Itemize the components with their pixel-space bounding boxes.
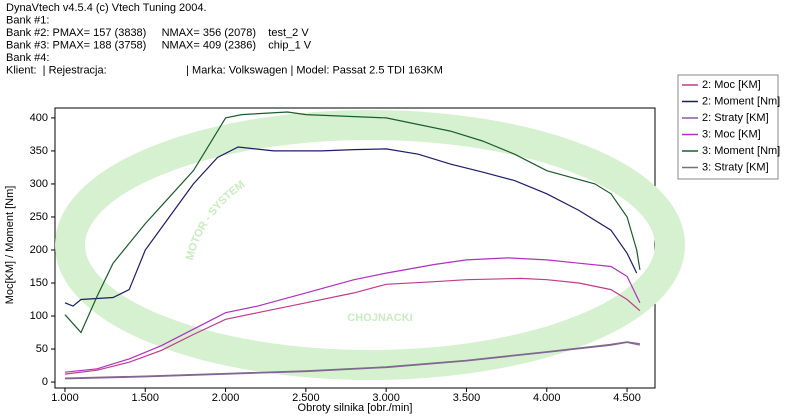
series-line (64, 257, 641, 373)
watermark-text: CHOJNACKI (347, 312, 412, 324)
legend-label: 2: Straty [KM] (702, 112, 769, 124)
series-line (64, 146, 638, 307)
y-tick-label: 250 (30, 211, 48, 223)
y-tick-label: 0 (42, 376, 48, 388)
legend-label: 2: Moc [KM] (702, 79, 761, 91)
legend-label: 3: Moc [KM] (702, 128, 761, 140)
y-tick-label: 400 (30, 112, 48, 124)
series-line (64, 111, 641, 334)
y-tick-label: 350 (30, 145, 48, 157)
x-axis-label: Obroty silnika [obr./min] (298, 402, 413, 414)
x-tick-label: 3.000 (372, 392, 400, 404)
x-tick-label: 4.500 (613, 392, 641, 404)
series-line (64, 277, 641, 375)
x-tick-label: 1.500 (131, 392, 159, 404)
x-tick-label: 2.000 (212, 392, 240, 404)
y-tick-label: 150 (30, 277, 48, 289)
x-tick-label: 2.500 (292, 392, 320, 404)
x-tick-label: 4.000 (533, 392, 561, 404)
header-line: DynaVtech v4.5.4 (c) Vtech Tuning 2004. (6, 2, 207, 14)
watermark-ring (55, 110, 685, 380)
x-tick-label: 1.000 (51, 392, 79, 404)
y-tick-label: 200 (30, 244, 48, 256)
legend-box (677, 74, 779, 180)
header-line: Bank #1: (6, 14, 49, 26)
header-line: Bank #4: (6, 52, 49, 64)
y-tick-label: 50 (36, 343, 48, 355)
header-line: Bank #3: PMAX= 188 (3758) NMAX= 409 (238… (6, 39, 312, 51)
y-axis-label: Moc[KM] / Moment [Nm] (4, 186, 16, 305)
x-tick-label: 3.500 (453, 392, 481, 404)
series-line (64, 341, 640, 379)
legend-label: 2: Moment [Nm] (702, 95, 780, 107)
legend-label: 3: Moment [Nm] (702, 145, 780, 157)
legend-label: 3: Straty [KM] (702, 161, 769, 173)
y-tick-label: 100 (30, 310, 48, 322)
y-tick-label: 300 (30, 178, 48, 190)
header-line: Bank #2: PMAX= 157 (3838) NMAX= 356 (207… (6, 27, 309, 39)
header-line: Klient: | Rejestracja: | Marka: Volkswag… (6, 64, 443, 76)
